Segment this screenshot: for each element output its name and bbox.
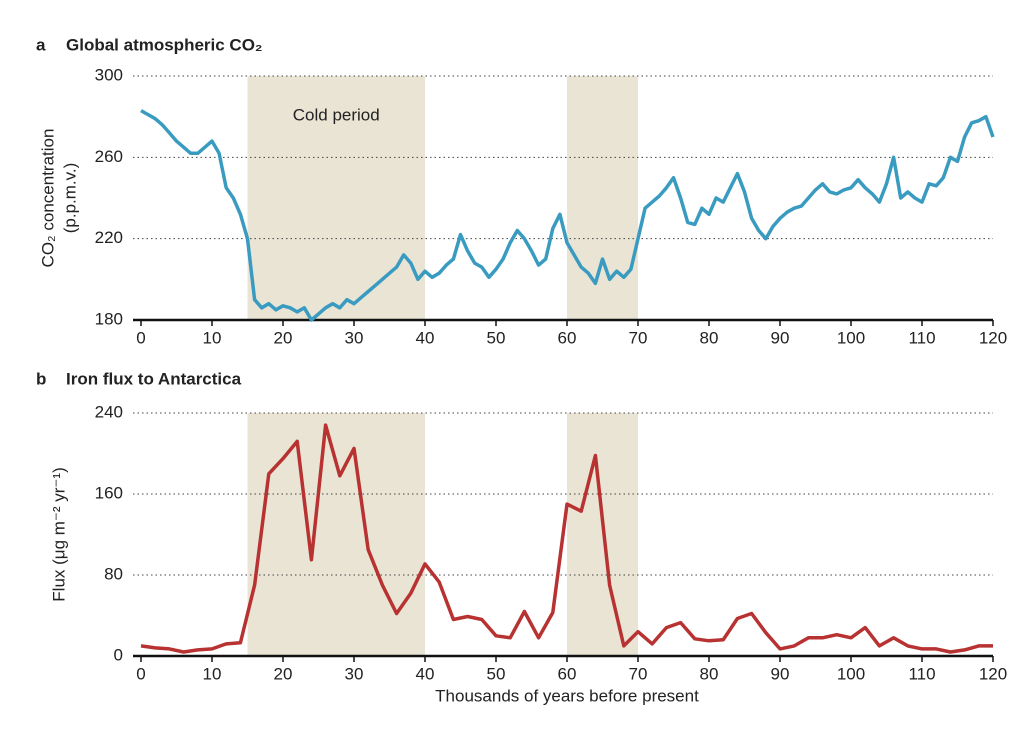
- y-tick-label: 260: [95, 147, 123, 166]
- x-tick-label: 30: [345, 328, 364, 347]
- panel-title: Global atmospheric CO₂: [66, 35, 262, 54]
- x-tick-label: 20: [274, 664, 293, 683]
- x-tick-label: 40: [416, 664, 435, 683]
- x-tick-label: 40: [416, 328, 435, 347]
- y-axis-label: Flux (μg m⁻² yr⁻¹): [49, 467, 68, 601]
- x-tick-label: 20: [274, 328, 293, 347]
- y-tick-label: 300: [95, 65, 123, 84]
- x-tick-label: 10: [203, 664, 222, 683]
- y-axis-label: CO₂ concentration: [38, 129, 57, 268]
- y-tick-label: 0: [114, 645, 123, 664]
- y-tick-label: 160: [95, 483, 123, 502]
- x-tick-label: 120: [979, 328, 1007, 347]
- x-tick-label: 80: [700, 328, 719, 347]
- shaded-region: [567, 76, 638, 320]
- x-tick-label: 110: [908, 328, 935, 347]
- y-tick-label: 220: [95, 228, 123, 247]
- panel-label: b: [36, 369, 46, 388]
- x-tick-label: 30: [345, 664, 364, 683]
- x-tick-label: 70: [629, 664, 648, 683]
- x-tick-label: 90: [771, 664, 790, 683]
- x-tick-label: 70: [629, 328, 648, 347]
- x-tick-label: 100: [837, 664, 865, 683]
- x-tick-label: 0: [136, 664, 145, 683]
- y-axis-label: (p.p.m.v.): [60, 163, 79, 234]
- x-tick-label: 0: [136, 328, 145, 347]
- panel-label: a: [36, 35, 46, 54]
- region-label: Cold period: [293, 105, 380, 124]
- y-tick-label: 240: [95, 402, 123, 421]
- shaded-region: [247, 76, 425, 320]
- x-tick-label: 90: [771, 328, 790, 347]
- x-tick-label: 80: [700, 664, 719, 683]
- data-line: [140, 109, 995, 322]
- panel-title: Iron flux to Antarctica: [66, 369, 242, 388]
- x-tick-label: 120: [979, 664, 1007, 683]
- x-tick-label: 50: [487, 328, 506, 347]
- x-tick-label: 10: [203, 328, 222, 347]
- shaded-region: [247, 413, 425, 656]
- x-tick-label: 60: [558, 664, 577, 683]
- x-tick-label: 100: [837, 328, 865, 347]
- x-tick-label: 50: [487, 664, 506, 683]
- x-tick-label: 60: [558, 328, 577, 347]
- x-tick-label: 110: [908, 664, 935, 683]
- y-tick-label: 80: [104, 564, 123, 583]
- x-axis-label: Thousands of years before present: [435, 686, 699, 705]
- y-tick-label: 180: [95, 309, 123, 328]
- data-line: [140, 423, 993, 654]
